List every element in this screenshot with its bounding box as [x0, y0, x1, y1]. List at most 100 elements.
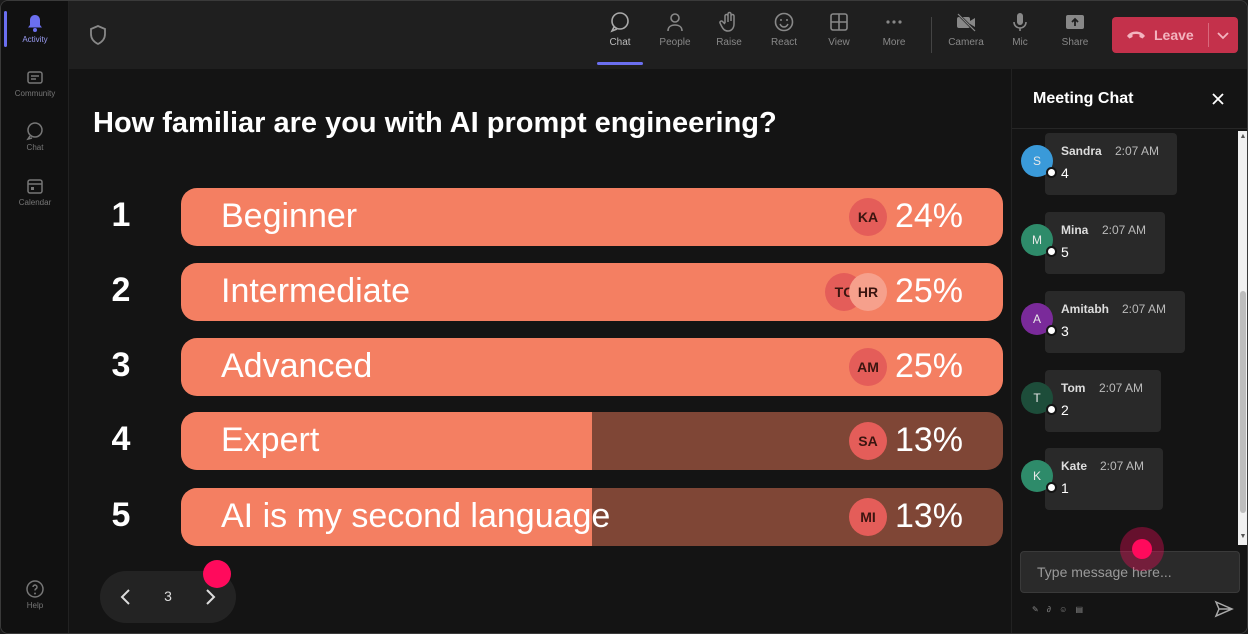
message-bubble: Tom 2:07 AM 2	[1045, 370, 1161, 432]
send-icon[interactable]	[1214, 599, 1234, 619]
bell-icon	[28, 15, 42, 32]
message-text: 3	[1061, 323, 1069, 339]
voter-avatar: KA	[849, 198, 887, 236]
help-icon	[26, 580, 44, 598]
option-number: 2	[111, 271, 131, 309]
share-icon	[1066, 15, 1084, 29]
message-bubble: Kate 2:07 AM 1	[1045, 448, 1163, 510]
sender-name: Sandra	[1061, 144, 1102, 158]
toolbar-share-button[interactable]: Share	[1052, 11, 1098, 61]
message-bubble: Sandra 2:07 AM 4	[1045, 133, 1177, 195]
toolbar-raise-button[interactable]: Raise	[706, 11, 752, 61]
chat-message: Mina 2:07 AM 5 M	[1012, 212, 1242, 276]
poll-option-bar: Beginner KA 24%	[181, 188, 1003, 246]
chat-icon	[610, 12, 629, 33]
hand-icon	[719, 11, 735, 32]
presence-status-icon	[1046, 482, 1057, 493]
toolbar-people-button[interactable]: People	[652, 11, 698, 61]
rail-label: Help	[26, 601, 44, 610]
sender-name: Tom	[1061, 381, 1086, 395]
toolbar-label: People	[659, 37, 691, 48]
toolbar-camera-button[interactable]: Camera	[943, 11, 989, 61]
message-bubble: Mina 2:07 AM 5	[1045, 212, 1165, 274]
poll-question: How familiar are you with AI prompt engi…	[93, 107, 777, 139]
people-icon	[667, 13, 683, 32]
chevron-right-icon[interactable]	[198, 585, 222, 609]
option-percent: 25%	[894, 347, 963, 385]
rail-item-chat[interactable]: Chat	[1, 121, 69, 152]
chevron-left-icon[interactable]	[114, 585, 138, 609]
toolbar-label: More	[882, 37, 906, 48]
chevron-down-icon[interactable]	[1216, 28, 1230, 42]
toolbar-label: Camera	[948, 37, 984, 48]
toolbar-label: Share	[1061, 37, 1089, 48]
cursor-highlight	[203, 560, 231, 588]
mic-icon	[1013, 13, 1027, 31]
option-percent: 25%	[894, 272, 963, 310]
sender-name: Mina	[1061, 223, 1089, 237]
active-tab-indicator	[597, 62, 643, 65]
option-label: Intermediate	[221, 272, 410, 310]
toolbar-label: Raise	[716, 37, 742, 48]
avatar[interactable]: A	[1021, 303, 1053, 335]
chat-header: Meeting Chat	[1012, 69, 1247, 129]
voter-avatar: MI	[849, 498, 887, 536]
presence-status-icon	[1046, 167, 1057, 178]
toolbar-label: Chat	[609, 37, 631, 48]
rail-item-community[interactable]: Community	[1, 67, 69, 98]
poll-option-bar: AI is my second language MI 13%	[181, 488, 1003, 546]
message-text: 2	[1061, 402, 1069, 418]
smile-icon	[774, 12, 794, 32]
poll-option-bar: Advanced AM 25%	[181, 338, 1003, 396]
toolbar-label: Mic	[1012, 37, 1028, 48]
message-time: 2:07 AM	[1100, 459, 1145, 473]
leave-divider	[1208, 23, 1209, 47]
option-label: Advanced	[221, 347, 373, 385]
rail-label: Chat	[26, 143, 44, 152]
toolbar-react-button[interactable]: React	[761, 11, 807, 61]
voter-avatar: AM	[849, 348, 887, 386]
chat-title: Meeting Chat	[1033, 90, 1134, 107]
message-text: 1	[1061, 480, 1069, 496]
app-rail: Activity Community Chat Calendar Help	[1, 1, 69, 633]
scroll-down-arrow[interactable]: ▼	[1239, 533, 1247, 540]
chat-scrollbar[interactable]: ▲ ▼	[1238, 131, 1247, 545]
scroll-up-arrow[interactable]: ▲	[1239, 133, 1247, 140]
chat-message: Kate 2:07 AM 1 K	[1012, 448, 1242, 512]
option-fill	[181, 412, 592, 470]
toolbar-label: View	[828, 37, 850, 48]
meeting-toolbar: Chat People Raise React View More Camera	[69, 1, 1247, 69]
chat-message: Amitabh 2:07 AM 3 A	[1012, 291, 1242, 355]
rail-item-activity[interactable]: Activity	[1, 13, 69, 44]
message-text: 4	[1061, 165, 1069, 181]
option-number: 4	[111, 420, 131, 458]
option-percent: 13%	[894, 421, 963, 459]
format-toolbar[interactable]: ✎ ∂ ☺ ▤	[1032, 605, 1087, 614]
calendar-icon	[27, 179, 43, 194]
toolbar-chat-button[interactable]: Chat	[597, 11, 643, 61]
toolbar-mic-button[interactable]: Mic	[997, 11, 1043, 61]
chat-message-input[interactable]	[1020, 551, 1240, 593]
chat-message: Sandra 2:07 AM 4 S	[1012, 133, 1242, 197]
option-label: Beginner	[221, 197, 358, 235]
sender-name: Kate	[1061, 459, 1088, 473]
option-number: 1	[111, 196, 131, 234]
option-number: 3	[111, 346, 131, 384]
rail-label: Activity	[22, 35, 48, 44]
page-number: 3	[164, 588, 172, 604]
close-icon[interactable]	[1210, 91, 1226, 107]
option-label: AI is my second language	[221, 497, 611, 535]
rail-item-calendar[interactable]: Calendar	[1, 176, 69, 207]
message-time: 2:07 AM	[1122, 302, 1167, 316]
shield-icon[interactable]	[89, 25, 107, 45]
phone-hangup-icon	[1127, 31, 1145, 39]
poll-option-bar: Expert SA 13%	[181, 412, 1003, 470]
leave-button[interactable]: Leave	[1112, 17, 1238, 53]
option-percent: 24%	[894, 197, 963, 235]
toolbar-view-button[interactable]: View	[816, 11, 862, 61]
toolbar-more-button[interactable]: More	[871, 11, 917, 61]
toolbar-label: React	[770, 37, 798, 48]
rail-item-help[interactable]: Help	[1, 579, 69, 610]
scrollbar-thumb[interactable]	[1240, 291, 1246, 513]
leave-label: Leave	[1154, 27, 1194, 43]
